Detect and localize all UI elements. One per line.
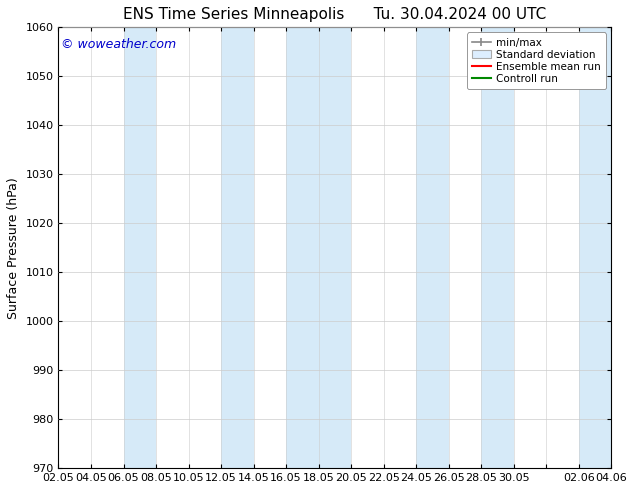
Bar [286,27,318,468]
Title: ENS Time Series Minneapolis      Tu. 30.04.2024 00 UTC: ENS Time Series Minneapolis Tu. 30.04.20… [123,7,547,22]
Legend: min/max, Standard deviation, Ensemble mean run, Controll run: min/max, Standard deviation, Ensemble me… [467,32,606,89]
Bar [481,27,514,468]
Bar [124,27,156,468]
Bar [221,27,254,468]
Bar [318,27,351,468]
Bar [579,27,611,468]
Bar [416,27,449,468]
Y-axis label: Surface Pressure (hPa): Surface Pressure (hPa) [7,177,20,318]
Text: © woweather.com: © woweather.com [61,38,176,51]
